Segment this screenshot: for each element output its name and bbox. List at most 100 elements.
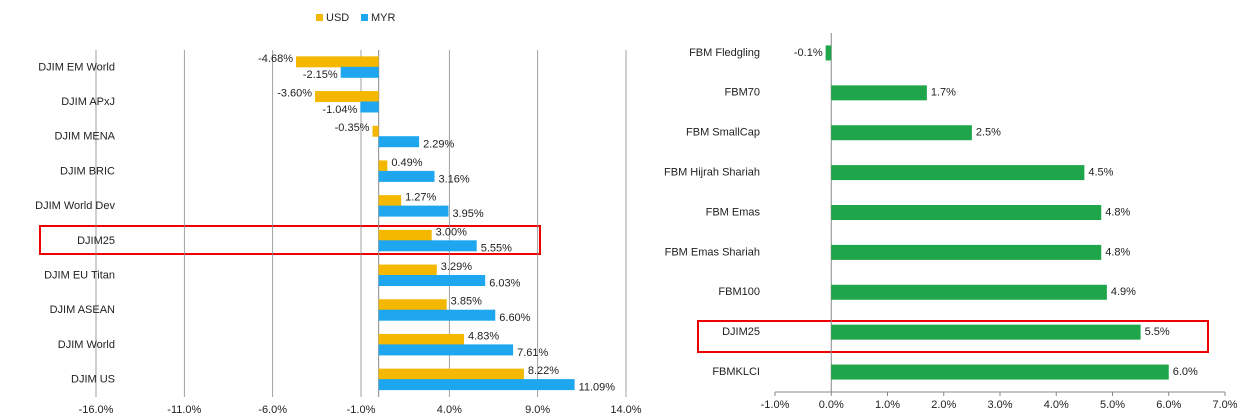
- value-label: -0.1%: [794, 47, 823, 59]
- value-label: 4.8%: [1105, 206, 1130, 218]
- category-label: FBM SmallCap: [686, 127, 760, 139]
- bar: [378, 240, 477, 252]
- x-tick-label: 4.0%: [437, 404, 462, 416]
- bar: [315, 91, 379, 103]
- category-label: DJIM25: [722, 326, 760, 338]
- bar: [378, 136, 420, 148]
- x-tick-label: 2.0%: [931, 399, 956, 411]
- value-label: 3.16%: [438, 173, 469, 185]
- category-label: FBM Fledgling: [689, 47, 760, 59]
- x-tick-label: 6.0%: [1156, 399, 1181, 411]
- bar: [378, 170, 435, 182]
- bar: [378, 160, 388, 172]
- value-label: 4.5%: [1088, 167, 1113, 179]
- x-tick-label: 5.0%: [1100, 399, 1125, 411]
- value-label: 6.03%: [489, 277, 520, 289]
- bar: [831, 324, 1141, 340]
- value-label: -0.35%: [335, 122, 370, 134]
- x-tick-label: -6.0%: [258, 404, 287, 416]
- bar: [831, 205, 1102, 220]
- legend-swatch: [361, 14, 368, 21]
- highlight-box: [39, 225, 541, 255]
- bar: [378, 299, 447, 311]
- value-label: 0.49%: [391, 157, 422, 169]
- bar: [378, 333, 464, 345]
- legend-label: USD: [326, 12, 349, 24]
- value-label: 5.5%: [1145, 326, 1170, 338]
- value-label: -3.60%: [277, 87, 312, 99]
- x-tick-label: 7.0%: [1212, 399, 1237, 411]
- value-label: 11.09%: [579, 382, 616, 394]
- bar: [831, 125, 972, 141]
- value-label: 8.22%: [528, 365, 559, 377]
- value-label: 6.60%: [499, 312, 530, 324]
- x-tick-label: 9.0%: [525, 404, 550, 416]
- value-label: 1.7%: [931, 87, 956, 99]
- category-label: DJIM BRIC: [60, 165, 115, 177]
- category-label: DJIM World: [58, 339, 115, 351]
- bar: [378, 344, 514, 356]
- bar: [378, 264, 437, 276]
- value-label: 7.61%: [517, 347, 548, 359]
- value-label: 3.00%: [436, 226, 467, 238]
- value-label: 3.29%: [441, 261, 472, 273]
- value-label: -1.04%: [322, 104, 357, 116]
- value-label: 4.83%: [468, 330, 499, 342]
- bar: [295, 56, 379, 68]
- bar: [831, 284, 1107, 300]
- bar: [831, 244, 1102, 260]
- value-label: 4.8%: [1105, 246, 1130, 258]
- category-label: FBM100: [718, 286, 760, 298]
- bar: [378, 309, 496, 321]
- x-tick-label: -16.0%: [79, 404, 114, 416]
- value-label: 1.27%: [405, 192, 436, 204]
- category-label: FBM Emas: [706, 206, 761, 218]
- value-label: -2.15%: [303, 69, 338, 81]
- value-label: -4.68%: [258, 53, 293, 65]
- x-tick-label: 3.0%: [987, 399, 1012, 411]
- category-label: DJIM EM World: [38, 61, 115, 73]
- x-tick-label: -11.0%: [167, 404, 201, 416]
- bar: [831, 364, 1169, 380]
- x-tick-label: 0.0%: [819, 399, 844, 411]
- bar: [831, 165, 1085, 181]
- category-label: FBM Emas Shariah: [665, 246, 760, 258]
- bar: [378, 368, 524, 380]
- category-label: FBMKLCI: [712, 366, 760, 378]
- legend-swatch: [316, 14, 323, 21]
- category-label: FBM70: [725, 87, 760, 99]
- category-label: FBM Hijrah Shariah: [664, 167, 760, 179]
- x-tick-label: 4.0%: [1044, 399, 1069, 411]
- bar: [378, 205, 449, 217]
- category-label: DJIM EU Titan: [44, 269, 115, 281]
- bar: [372, 125, 379, 137]
- category-label: DJIM US: [71, 374, 115, 386]
- bar: [378, 379, 575, 391]
- value-label: 3.95%: [452, 208, 483, 220]
- x-tick-label: 14.0%: [610, 404, 641, 416]
- bar: [378, 229, 432, 241]
- x-tick-label: 1.0%: [875, 399, 900, 411]
- x-tick-label: -1.0%: [347, 404, 376, 416]
- category-label: DJIM ASEAN: [50, 304, 115, 316]
- bar: [378, 195, 402, 207]
- value-label: 5.55%: [481, 243, 512, 255]
- value-label: 2.29%: [423, 139, 454, 151]
- category-label: DJIM APxJ: [61, 96, 115, 108]
- bar: [360, 101, 379, 113]
- bar: [831, 85, 927, 101]
- highlight-box: [697, 320, 1209, 353]
- bar: [340, 66, 379, 78]
- category-label: DJIM World Dev: [35, 200, 115, 212]
- bar: [825, 45, 832, 61]
- bar: [378, 275, 486, 286]
- value-label: 6.0%: [1173, 366, 1198, 378]
- category-label: DJIM25: [77, 235, 115, 247]
- category-label: DJIM MENA: [55, 131, 116, 143]
- value-label: 4.9%: [1111, 286, 1136, 298]
- legend-label: MYR: [371, 12, 396, 24]
- value-label: 3.85%: [451, 296, 482, 308]
- x-tick-label: -1.0%: [761, 399, 790, 411]
- value-label: 2.5%: [976, 127, 1001, 139]
